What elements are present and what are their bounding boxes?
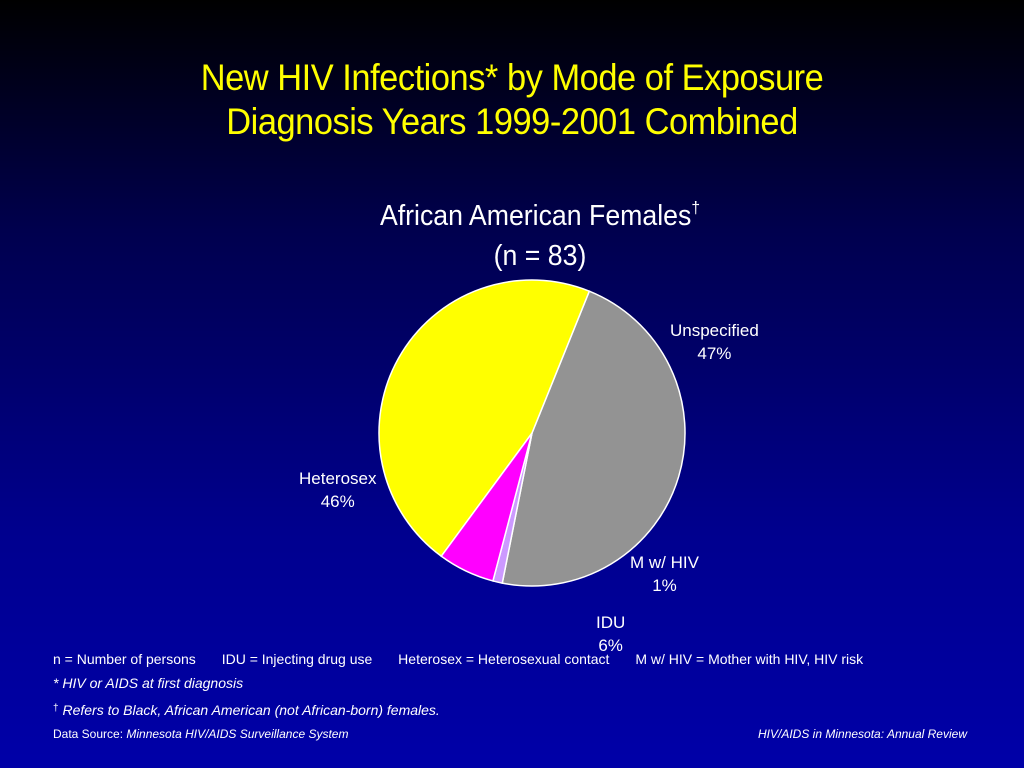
subtitle-line-2: (n = 83) [493, 240, 587, 272]
slide-title: New HIV Infections* by Mode of Exposure … [36, 56, 988, 144]
label-m-w-hiv-value: 1% [652, 576, 677, 595]
label-heterosex-name: Heterosex [299, 469, 377, 488]
dagger-footnote: † Refers to Black, African American (not… [53, 696, 885, 723]
title-line-2: Diagnosis Years 1999-2001 Combined [226, 101, 798, 142]
label-m-w-hiv: M w/ HIV 1% [630, 551, 699, 597]
label-idu-name: IDU [596, 613, 626, 632]
asterisk-footnote: * HIV or AIDS at first diagnosis [53, 675, 244, 691]
label-m-w-hiv-name: M w/ HIV [630, 553, 699, 572]
data-source: Data Source: Minnesota HIV/AIDS Surveill… [53, 727, 348, 741]
title-line-1: New HIV Infections* by Mode of Exposure [200, 57, 824, 98]
definition-n: n = Number of persons [53, 651, 196, 667]
publication-name: HIV/AIDS in Minnesota: Annual Review [758, 727, 967, 741]
label-heterosex-value: 46% [320, 492, 355, 511]
definition-m-w-hiv: M w/ HIV = Mother with HIV, HIV risk [635, 651, 864, 667]
abbreviation-definitions: n = Number of persons IDU = Injecting dr… [53, 648, 885, 670]
footnotes: n = Number of persons IDU = Injecting dr… [53, 648, 885, 723]
label-idu-value: 6% [598, 636, 623, 655]
dagger-footnote-mark: † [53, 703, 59, 714]
label-unspecified-value: 47% [697, 344, 732, 363]
pie-slice-heterosex [378, 279, 591, 558]
data-source-value: Minnesota HIV/AIDS Surveillance System [126, 727, 349, 741]
definition-idu: IDU = Injecting drug use [221, 651, 373, 667]
dagger-mark: † [691, 198, 701, 217]
subtitle-line-1: African American Females [379, 200, 692, 232]
label-unspecified-name: Unspecified [670, 321, 759, 340]
label-idu: IDU 6% [596, 611, 625, 657]
dagger-footnote-text: Refers to Black, African American (not A… [62, 702, 440, 718]
label-unspecified: Unspecified 47% [670, 319, 759, 365]
data-source-label: Data Source: [53, 727, 127, 741]
label-heterosex: Heterosex 46% [299, 467, 376, 513]
chart-subtitle: African American Females† (n = 83) [43, 188, 1024, 276]
pie-slice-unspecified [501, 290, 686, 587]
definition-heterosex: Heterosex = Heterosexual contact [398, 651, 610, 667]
